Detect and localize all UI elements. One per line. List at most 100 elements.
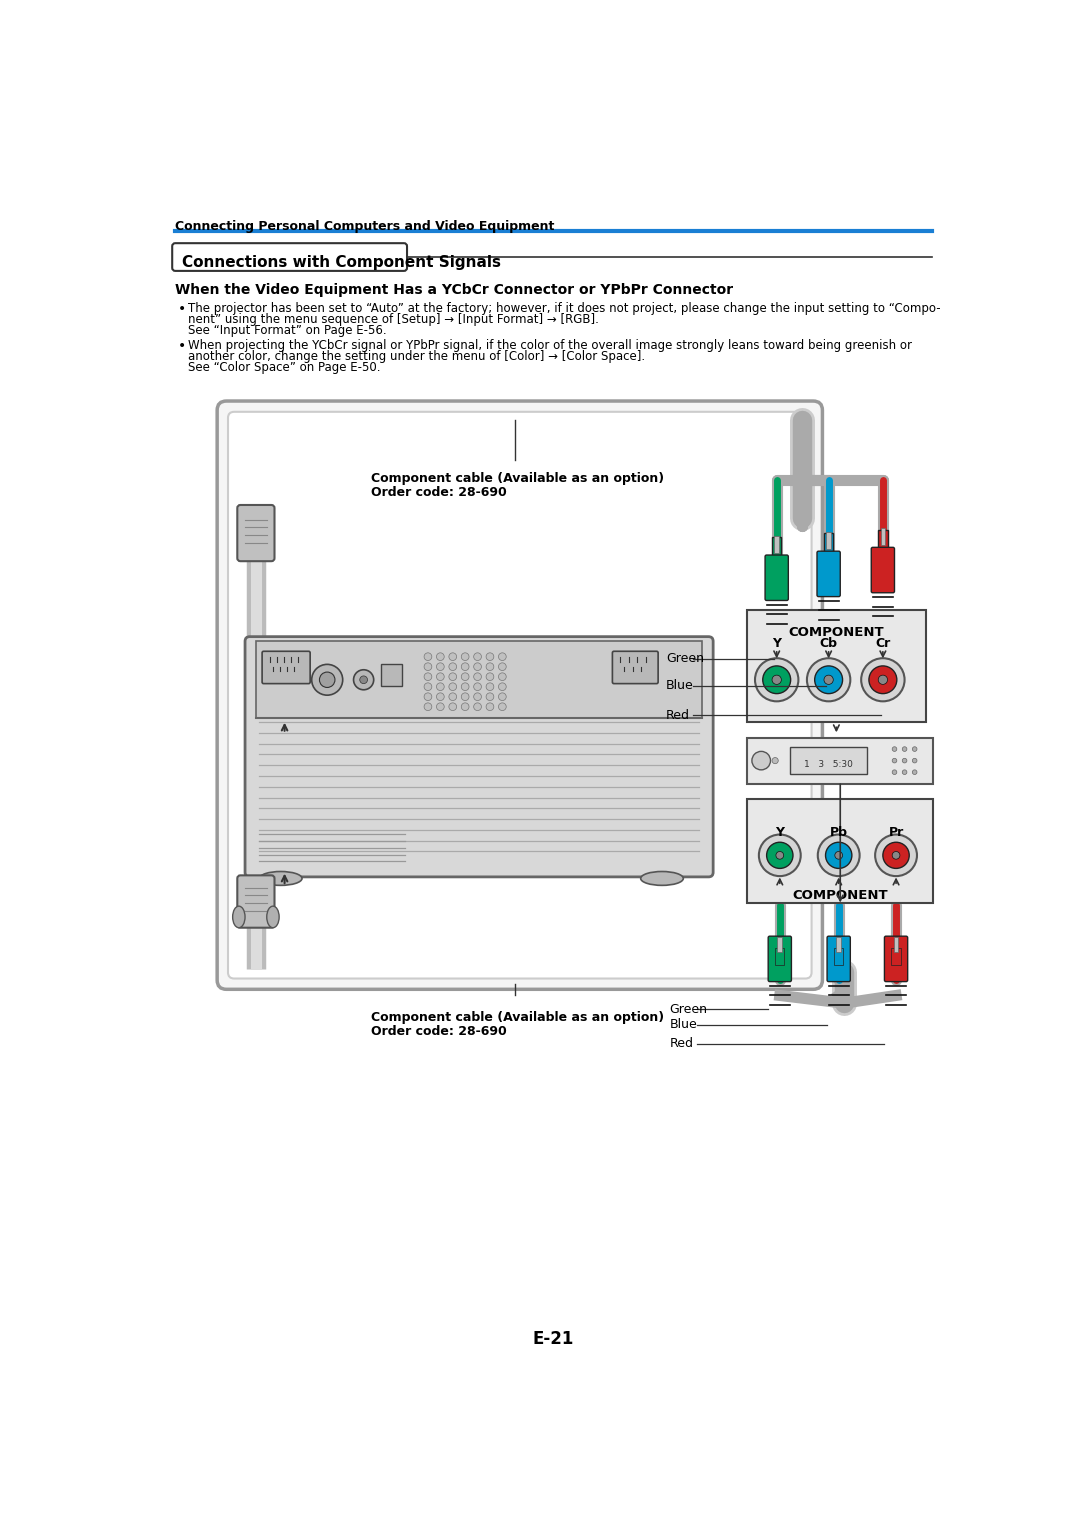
Circle shape (755, 658, 798, 702)
Text: Blue: Blue (670, 1018, 698, 1032)
Circle shape (825, 842, 852, 868)
Text: Red: Red (666, 708, 690, 722)
Circle shape (892, 758, 896, 763)
Circle shape (902, 758, 907, 763)
Circle shape (320, 671, 335, 688)
Bar (772, 537, 781, 568)
Circle shape (449, 703, 457, 711)
FancyBboxPatch shape (245, 636, 713, 877)
Circle shape (486, 682, 494, 691)
Bar (747, 610, 926, 722)
Text: E-21: E-21 (532, 1331, 575, 1349)
Circle shape (824, 674, 834, 684)
Circle shape (424, 653, 432, 661)
Bar (381, 664, 402, 685)
Circle shape (461, 673, 469, 681)
Circle shape (474, 673, 482, 681)
Circle shape (436, 673, 444, 681)
Circle shape (752, 751, 770, 769)
Circle shape (424, 662, 432, 670)
Circle shape (814, 665, 842, 694)
Circle shape (772, 674, 781, 684)
Circle shape (767, 842, 793, 868)
Circle shape (775, 852, 784, 859)
Circle shape (436, 662, 444, 670)
Text: Y: Y (772, 638, 781, 650)
Ellipse shape (640, 871, 684, 885)
Circle shape (461, 693, 469, 700)
Circle shape (486, 673, 494, 681)
Bar (747, 800, 933, 903)
Ellipse shape (232, 906, 245, 928)
Circle shape (449, 693, 457, 700)
Text: Red: Red (670, 1038, 693, 1050)
Circle shape (875, 835, 917, 876)
Bar (775, 948, 784, 964)
Text: •: • (177, 339, 186, 354)
FancyBboxPatch shape (816, 551, 840, 597)
Circle shape (424, 693, 432, 700)
Circle shape (486, 653, 494, 661)
Text: The projector has been set to “Auto” at the factory; however, if it does not pro: The projector has been set to “Auto” at … (188, 302, 941, 316)
Circle shape (461, 662, 469, 670)
FancyBboxPatch shape (827, 935, 850, 981)
Circle shape (436, 703, 444, 711)
Circle shape (424, 682, 432, 691)
Text: Connections with Component Signals: Connections with Component Signals (181, 255, 500, 270)
Circle shape (449, 662, 457, 670)
Text: When the Video Equipment Has a YCbCr Connector or YPbPr Connector: When the Video Equipment Has a YCbCr Con… (175, 284, 733, 298)
Bar (880, 528, 886, 545)
Text: 1   3   5:30: 1 3 5:30 (805, 760, 853, 769)
Bar (256, 641, 702, 719)
Bar (878, 530, 888, 560)
Circle shape (772, 757, 779, 763)
Text: Order code: 28-690: Order code: 28-690 (372, 1025, 508, 1038)
Circle shape (499, 682, 507, 691)
Text: Pb: Pb (829, 826, 848, 839)
Bar (789, 746, 867, 775)
FancyBboxPatch shape (262, 652, 310, 684)
Text: COMPONENT: COMPONENT (788, 626, 885, 639)
Circle shape (436, 682, 444, 691)
Circle shape (449, 653, 457, 661)
Circle shape (312, 664, 342, 696)
Circle shape (913, 769, 917, 775)
Bar (836, 937, 841, 952)
Bar (894, 937, 899, 952)
Text: nent” using the menu sequence of [Setup] → [Input Format] → [RGB].: nent” using the menu sequence of [Setup]… (188, 313, 598, 327)
Bar (891, 948, 901, 964)
Circle shape (486, 693, 494, 700)
Circle shape (892, 852, 900, 859)
FancyBboxPatch shape (768, 935, 792, 981)
Circle shape (499, 653, 507, 661)
Circle shape (461, 653, 469, 661)
Text: Y: Y (775, 826, 784, 839)
Circle shape (835, 852, 842, 859)
FancyBboxPatch shape (172, 243, 407, 272)
Circle shape (486, 703, 494, 711)
Text: •: • (177, 302, 186, 316)
Circle shape (499, 693, 507, 700)
Circle shape (869, 665, 896, 694)
FancyBboxPatch shape (612, 652, 658, 684)
Circle shape (474, 682, 482, 691)
Text: See “Input Format” on Page E-56.: See “Input Format” on Page E-56. (188, 324, 387, 337)
Ellipse shape (267, 906, 279, 928)
Text: When projecting the YCbCr signal or YPbPr signal, if the color of the overall im: When projecting the YCbCr signal or YPbP… (188, 339, 912, 353)
Text: Cr: Cr (875, 638, 891, 650)
Text: See “Color Space” on Page E-50.: See “Color Space” on Page E-50. (188, 362, 380, 374)
Text: Connecting Personal Computers and Video Equipment: Connecting Personal Computers and Video … (175, 220, 555, 233)
Circle shape (436, 653, 444, 661)
Circle shape (878, 674, 888, 684)
Circle shape (913, 746, 917, 751)
Circle shape (449, 673, 457, 681)
Text: Green: Green (666, 653, 704, 665)
Circle shape (807, 658, 850, 702)
Circle shape (913, 758, 917, 763)
Circle shape (892, 769, 896, 775)
Bar (826, 533, 831, 549)
Circle shape (353, 670, 374, 690)
Circle shape (449, 682, 457, 691)
FancyBboxPatch shape (217, 401, 823, 989)
Bar (774, 536, 779, 552)
